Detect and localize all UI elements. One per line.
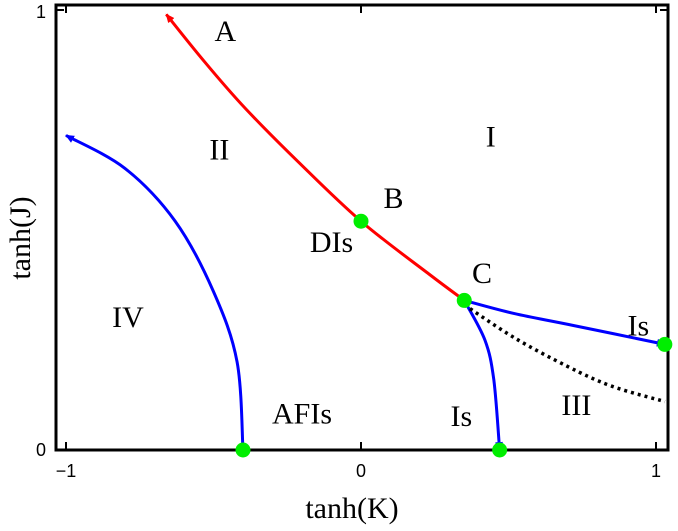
y-tick-label: 1	[36, 2, 46, 22]
y-axis-title: tanh(J)	[4, 196, 37, 279]
region-label: Is	[627, 310, 649, 343]
fixed-point-dot	[456, 292, 472, 308]
region-label: IV	[112, 301, 144, 334]
region-label: I	[486, 120, 496, 153]
flow-line-1	[165, 13, 466, 302]
region-label: DIs	[310, 226, 353, 259]
dotted-curve	[463, 303, 666, 404]
flow-line-4	[463, 298, 666, 347]
x-tick-label: 0	[356, 461, 366, 481]
y-tick-label: 0	[36, 440, 46, 460]
region-label: AFIs	[272, 398, 332, 431]
region-label: B	[383, 182, 403, 215]
region-label: Is	[450, 400, 472, 433]
region-label: C	[472, 257, 492, 290]
flow-line-2	[65, 134, 245, 451]
flow-line-3	[462, 299, 503, 451]
x-axis-title: tanh(K)	[305, 492, 398, 525]
region-label: III	[561, 389, 591, 422]
flow-curves	[65, 13, 666, 451]
x-tick-label: 1	[651, 461, 661, 481]
axis-ticks: −1 0 1 0 1	[36, 2, 668, 481]
region-label: A	[214, 15, 236, 48]
x-tick-label: −1	[56, 461, 77, 481]
fixed-points	[235, 213, 673, 458]
fixed-point-dot	[492, 442, 508, 458]
fixed-point-dot	[235, 442, 251, 458]
region-label: II	[209, 134, 229, 167]
fixed-point-dot	[657, 336, 673, 352]
fixed-point-dot	[353, 213, 369, 229]
